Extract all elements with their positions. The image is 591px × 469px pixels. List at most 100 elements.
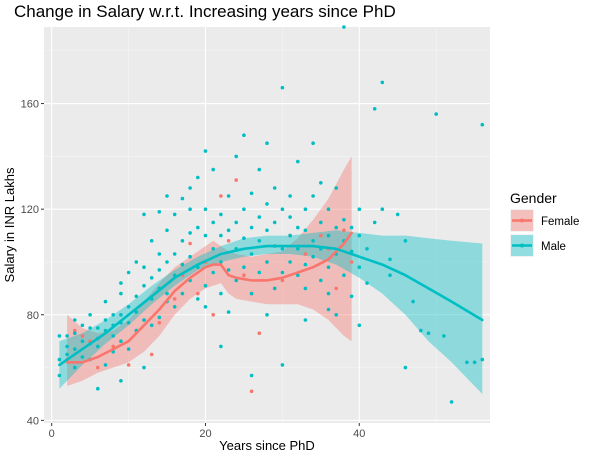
point-male xyxy=(334,186,339,190)
point-male xyxy=(349,249,354,254)
point-female xyxy=(342,228,346,233)
point-male xyxy=(288,260,292,264)
point-male xyxy=(272,220,277,225)
point-male xyxy=(188,207,192,211)
smooth-line-female xyxy=(65,231,353,364)
point-male xyxy=(380,80,385,85)
point-male xyxy=(403,239,408,243)
point-male xyxy=(103,299,108,304)
point-male xyxy=(219,291,223,296)
point-female xyxy=(73,328,77,333)
point-male xyxy=(172,252,177,256)
point-male xyxy=(57,357,62,362)
plot-panel xyxy=(44,27,490,423)
point-male xyxy=(326,265,331,270)
point-female xyxy=(319,233,323,238)
point-male xyxy=(65,334,69,338)
legend-point-swatch xyxy=(520,243,524,248)
point-male xyxy=(242,236,246,240)
point-male xyxy=(211,247,215,251)
point-male xyxy=(196,297,200,301)
point-male xyxy=(88,313,92,317)
point-male xyxy=(326,233,331,238)
point-male xyxy=(65,352,69,357)
point-male xyxy=(65,344,69,349)
legend: Gender Female Male xyxy=(510,190,579,257)
point-male xyxy=(119,281,123,285)
point-male xyxy=(242,265,246,270)
point-male xyxy=(257,239,262,243)
legend-label: Female xyxy=(541,216,579,228)
point-male xyxy=(472,360,477,365)
point-female xyxy=(188,241,192,246)
point-male xyxy=(196,225,200,230)
point-male xyxy=(149,239,154,243)
axes: 0 20 40 40 80 120 160 xyxy=(21,99,366,440)
point-male xyxy=(211,220,215,225)
point-male xyxy=(219,212,223,217)
point-male xyxy=(172,212,177,217)
point-male xyxy=(234,220,238,225)
point-male xyxy=(380,207,385,211)
point-male xyxy=(257,167,262,172)
point-male xyxy=(73,318,77,322)
point-male xyxy=(180,239,185,243)
point-male xyxy=(180,262,185,267)
point-male xyxy=(280,247,285,251)
point-female xyxy=(257,331,262,336)
point-male xyxy=(419,328,423,333)
point-male xyxy=(96,344,100,349)
point-male xyxy=(80,355,85,359)
point-female xyxy=(334,286,339,291)
point-male xyxy=(165,291,169,296)
point-male xyxy=(388,273,392,278)
point-male xyxy=(303,228,308,233)
point-male xyxy=(226,228,231,233)
point-male xyxy=(119,379,123,383)
point-male xyxy=(357,233,362,238)
point-male xyxy=(265,141,269,145)
point-female xyxy=(211,313,215,317)
point-male xyxy=(249,225,254,230)
point-male xyxy=(265,313,269,317)
x-tick-label: 40 xyxy=(353,428,365,440)
chart-title: Change in Salary w.r.t. Increasing years… xyxy=(14,2,396,21)
point-male xyxy=(80,339,85,344)
point-male xyxy=(249,191,254,196)
point-male xyxy=(165,194,169,198)
x-tick-label: 0 xyxy=(49,428,55,440)
point-male xyxy=(73,365,77,370)
point-male xyxy=(157,268,162,272)
point-male xyxy=(134,310,139,314)
point-male xyxy=(357,323,362,328)
point-male xyxy=(126,320,131,325)
point-male xyxy=(249,291,254,296)
point-male xyxy=(119,313,123,317)
point-male xyxy=(311,141,315,145)
smooth-lines xyxy=(58,231,484,367)
point-male xyxy=(272,286,277,291)
point-male xyxy=(395,212,400,217)
point-female xyxy=(196,291,200,296)
point-male xyxy=(388,257,392,262)
point-female xyxy=(349,260,354,264)
point-male xyxy=(265,202,269,206)
point-male xyxy=(111,334,115,338)
point-male xyxy=(203,207,208,211)
point-male xyxy=(157,210,162,214)
point-male xyxy=(57,373,62,378)
y-axis-label: Salary in INR Lakhs xyxy=(2,167,17,282)
point-male xyxy=(226,310,231,314)
point-male xyxy=(365,247,369,251)
point-male xyxy=(157,252,162,256)
point-male xyxy=(372,107,377,111)
point-male xyxy=(288,233,292,238)
point-male xyxy=(357,265,362,270)
point-male xyxy=(257,270,262,275)
point-male xyxy=(303,262,308,267)
data-points xyxy=(57,25,485,404)
legend-title: Gender xyxy=(510,190,557,206)
y-tick-label: 160 xyxy=(21,99,39,111)
